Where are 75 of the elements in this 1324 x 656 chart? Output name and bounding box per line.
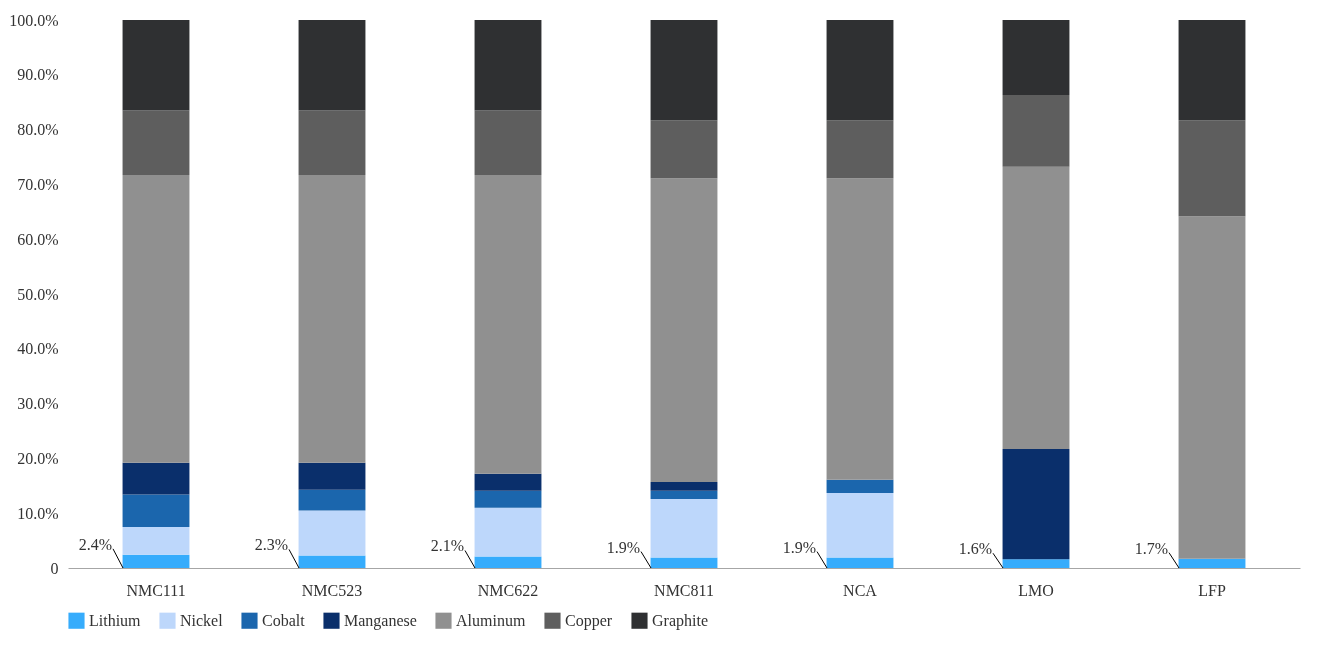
bar: [650, 178, 718, 482]
data-label: 1.6%: [958, 540, 992, 558]
bar: [826, 492, 894, 558]
bar: [474, 110, 542, 176]
bar: [826, 120, 894, 179]
x-tick-label: LFP: [1198, 581, 1226, 599]
bar: [826, 479, 894, 493]
bar: [474, 556, 542, 568]
bar: [826, 20, 894, 121]
legend-label: Manganese: [344, 611, 417, 630]
bar: [650, 498, 718, 558]
bar: [1002, 166, 1070, 450]
y-tick-label: 10.0%: [17, 504, 59, 522]
x-tick-label: NMC111: [126, 581, 186, 599]
bar: [122, 110, 190, 176]
data-label: 1.9%: [782, 538, 816, 556]
bar: [298, 462, 366, 490]
bar: [650, 120, 718, 179]
bar: [650, 20, 718, 121]
legend-label: Lithium: [89, 611, 142, 629]
data-label: 1.9%: [606, 538, 640, 556]
legend-label: Graphite: [652, 611, 708, 630]
bar: [122, 462, 190, 495]
y-tick-label: 60.0%: [17, 230, 59, 248]
y-tick-label: 50.0%: [17, 285, 59, 303]
x-tick-label: LMO: [1018, 581, 1054, 599]
bar: [474, 507, 542, 557]
bar: [122, 526, 190, 555]
x-tick-label: NMC811: [654, 581, 714, 599]
bar: [1002, 449, 1070, 560]
legend-label: Copper: [565, 611, 613, 630]
bar: [650, 557, 718, 568]
bar: [826, 178, 894, 480]
data-label: 2.3%: [254, 536, 288, 554]
data-label: 1.7%: [1134, 539, 1168, 557]
bar: [298, 20, 366, 111]
data-label: 2.1%: [430, 537, 464, 555]
bar: [122, 494, 190, 527]
bar: [122, 554, 190, 568]
y-tick-label: 90.0%: [17, 66, 59, 84]
y-tick-label: 30.0%: [17, 395, 59, 413]
x-tick-label: NCA: [843, 581, 878, 599]
y-tick-label: 70.0%: [17, 175, 59, 193]
bar: [1178, 20, 1246, 121]
bar: [826, 557, 894, 568]
bar: [298, 510, 366, 556]
bar: [1178, 120, 1246, 217]
bar: [474, 20, 542, 111]
bar: [1002, 95, 1070, 167]
bar: [298, 175, 366, 463]
bar: [298, 555, 366, 568]
bar: [1002, 559, 1070, 568]
y-tick-label: 80.0%: [17, 121, 59, 139]
bar: [474, 490, 542, 508]
bar: [122, 20, 190, 111]
legend-label: Cobalt: [262, 611, 306, 629]
y-tick-label: 40.0%: [17, 340, 59, 358]
data-label: 2.4%: [78, 535, 112, 553]
y-tick-label: 20.0%: [17, 449, 59, 467]
bar: [650, 481, 718, 491]
bar: [1178, 558, 1246, 568]
bar: [122, 175, 190, 463]
bar: [298, 489, 366, 511]
bar: [474, 473, 542, 491]
legend-label: Nickel: [180, 611, 224, 629]
x-tick-label: NMC523: [301, 581, 363, 599]
y-tick-label: 100.0%: [9, 11, 59, 29]
bar: [650, 490, 718, 499]
y-tick-label: 0: [50, 559, 59, 577]
x-tick-label: NMC622: [477, 581, 539, 599]
bar: [1002, 20, 1070, 96]
bar: [298, 110, 366, 176]
legend-label: Aluminum: [456, 611, 526, 629]
bar: [474, 175, 542, 474]
bar: [1178, 216, 1246, 559]
